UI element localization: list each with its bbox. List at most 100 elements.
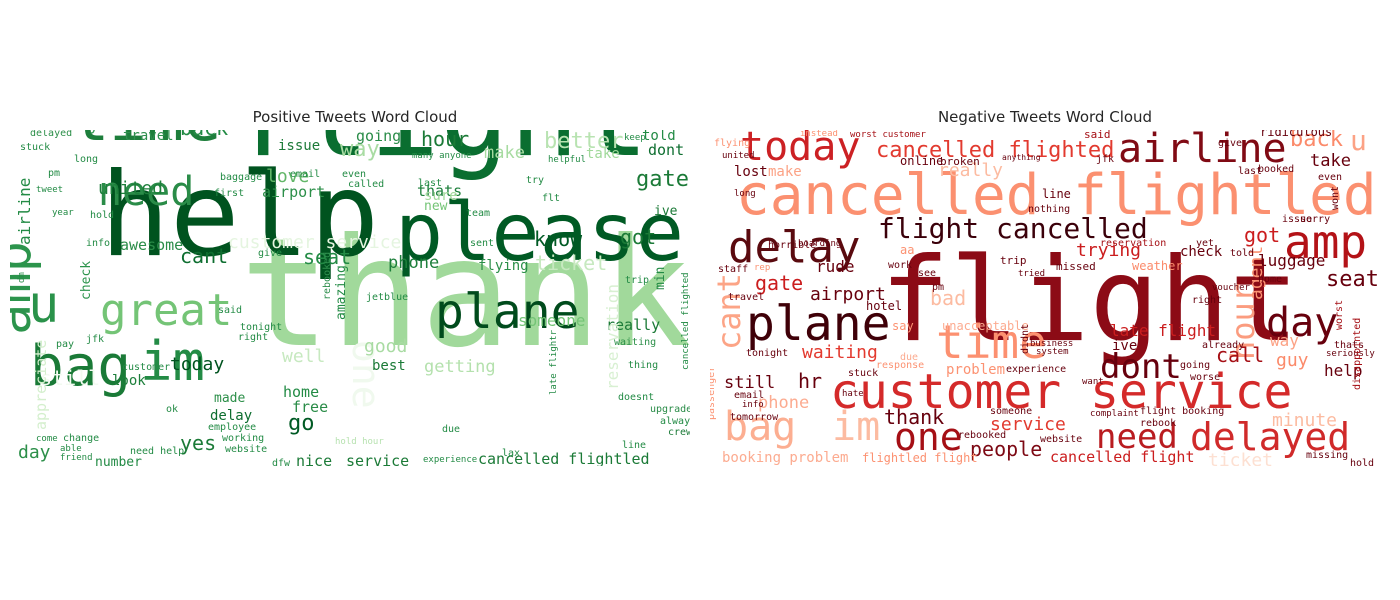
cloud-word: going [356, 130, 401, 145]
cloud-word: tonight [240, 322, 282, 333]
cloud-word: voucher [1212, 283, 1251, 293]
cloud-word: thing [628, 360, 658, 371]
cloud-word: home [1258, 274, 1282, 285]
cloud-word: delay [728, 222, 860, 273]
positive-word-cloud-svg: flightthankhelppleasetimeplaneneedgreati… [10, 130, 690, 466]
cloud-word: travel [123, 130, 174, 144]
cloud-word: alway [660, 416, 690, 427]
cloud-word: hold [90, 210, 114, 221]
cloud-word: rebook [1140, 418, 1176, 429]
cloud-word: take [586, 146, 620, 162]
cloud-word: bad [930, 286, 966, 310]
cloud-word: flight [880, 233, 1299, 368]
cloud-word: worst customer [850, 130, 926, 140]
cloud-word: im [832, 404, 880, 450]
cloud-word: year [52, 208, 74, 218]
cloud-word: cancelled flightled [736, 163, 1377, 228]
cloud-word: best [372, 358, 406, 374]
cloud-word: sorry [1300, 214, 1330, 225]
cloud-word: rude [816, 257, 855, 276]
cloud-word: need [98, 169, 194, 215]
cloud-word: late flight [1110, 321, 1216, 340]
cloud-word: first [214, 188, 244, 199]
cloud-word: cant [710, 273, 748, 350]
cloud-word: delayed [1190, 415, 1350, 459]
cloud-word: day [18, 442, 51, 463]
cloud-word: ive [654, 204, 678, 219]
cloud-word: thats [1334, 340, 1364, 351]
cloud-word: see [918, 268, 936, 279]
cloud-word: way [1270, 331, 1299, 350]
cloud-word: time [936, 315, 1047, 369]
cloud-word: amazing [334, 265, 349, 320]
cloud-word: fly [70, 130, 99, 134]
cloud-word: aa [900, 243, 914, 257]
cloud-word: friend [60, 453, 93, 463]
cloud-word: minute [1272, 410, 1337, 431]
cloud-word: reservation [1100, 238, 1166, 249]
cloud-word: rebooked [322, 252, 333, 300]
cloud-word: today [740, 130, 860, 170]
cloud-word: crew [668, 427, 690, 438]
cloud-word: flying [714, 138, 750, 149]
cloud-word: u [28, 275, 59, 335]
cloud-word: pm [932, 282, 944, 293]
cloud-word: flt [542, 193, 560, 204]
cloud-word: worst [1334, 300, 1345, 330]
cloud-word: way [340, 137, 380, 162]
cloud-word: rebooked [958, 430, 1006, 441]
cloud-word: website [1040, 434, 1082, 445]
cloud-word: number [95, 455, 142, 466]
cloud-word: broken [940, 155, 980, 168]
cloud-word: appreciate [32, 340, 50, 430]
cloud-word: email [290, 169, 320, 180]
cloud-word: jfk [86, 334, 104, 345]
cloud-word: help [100, 148, 379, 283]
cloud-word: dfw [272, 458, 291, 466]
cloud-word: im [140, 330, 205, 393]
cloud-word: waiting [802, 342, 878, 363]
cloud-word: delay [210, 408, 252, 424]
cloud-word: free [292, 398, 328, 416]
cloud-word: sent [470, 238, 494, 249]
cloud-word: change [63, 433, 99, 444]
cloud-word: horrible [768, 240, 816, 251]
cloud-word: really [606, 316, 660, 334]
cloud-word: customer service [228, 232, 401, 253]
cloud-word: one [894, 415, 963, 459]
cloud-word: reservation [603, 284, 622, 390]
cloud-word: still [40, 366, 100, 390]
cloud-word: tonight [746, 348, 788, 359]
cloud-word: right [238, 332, 268, 343]
negative-cloud-title: Negative Tweets Word Cloud [937, 108, 1153, 126]
cloud-word: love [266, 166, 309, 187]
cloud-word: want [1082, 377, 1104, 387]
cloud-word: flight [230, 130, 649, 183]
cloud-word: lost [734, 164, 768, 180]
cloud-word: back [1290, 130, 1343, 152]
cloud-word: boarding [798, 239, 841, 249]
cloud-word: seriously [1326, 349, 1375, 359]
cloud-word: long [74, 154, 98, 165]
cloud-word: thank [240, 207, 690, 381]
cloud-word: told [1230, 248, 1254, 259]
cloud-word: please [395, 186, 684, 279]
cloud-word: doesnt [618, 392, 654, 403]
cloud-word: info [742, 400, 764, 410]
cloud-word: customer [122, 362, 170, 373]
cloud-word: baggage [220, 172, 262, 183]
cloud-word: pm [48, 168, 60, 179]
cloud-word: awesome [120, 236, 183, 254]
cloud-word: sure [424, 188, 458, 204]
cloud-word: going [1180, 360, 1210, 371]
cloud-word: even [342, 169, 366, 180]
cloud-word: already [1202, 340, 1244, 351]
cloud-word: great [100, 285, 232, 336]
cloud-word: u [1350, 130, 1367, 157]
cloud-word: call [1216, 343, 1264, 367]
cloud-word: really [938, 160, 1003, 181]
cloud-word: got [620, 225, 656, 249]
cloud-word: last [1238, 166, 1262, 177]
cloud-word: wont [1330, 186, 1341, 210]
cloud-word: stuck [20, 142, 50, 153]
